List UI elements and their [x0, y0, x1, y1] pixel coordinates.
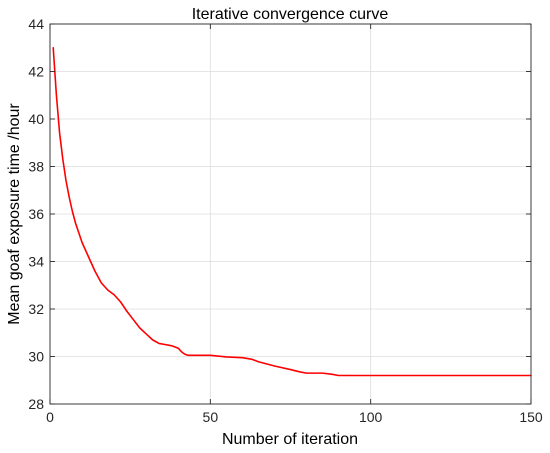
y-tick-label: 36: [28, 206, 44, 222]
x-tick-label: 150: [519, 409, 543, 425]
y-tick-label: 38: [28, 159, 44, 175]
y-tick-label: 30: [28, 349, 44, 365]
y-axis-label: Mean goaf exposure time /hour: [6, 103, 23, 325]
series-layer: [52, 46, 532, 377]
x-tick-label: 0: [46, 409, 54, 425]
convergence-series-line: [52, 46, 532, 377]
y-tick-label: 40: [28, 111, 44, 127]
y-tick-label: 42: [28, 64, 44, 80]
x-axis-label: Number of iteration: [222, 431, 358, 448]
x-tick-label: 100: [359, 409, 383, 425]
y-tick-label: 32: [28, 301, 44, 317]
grid-lines: [50, 24, 531, 404]
y-tick-labels: 28 30 32 34 36 38 40 42 44: [28, 16, 44, 412]
y-tick-label: 44: [28, 16, 44, 32]
tick-marks: [49, 23, 532, 405]
chart-title: Iterative convergence curve: [192, 6, 389, 23]
x-tick-label: 50: [203, 409, 219, 425]
y-tick-label: 34: [28, 254, 44, 270]
y-tick-label: 28: [28, 396, 44, 412]
x-tick-labels: 0 50 100 150: [46, 409, 543, 425]
